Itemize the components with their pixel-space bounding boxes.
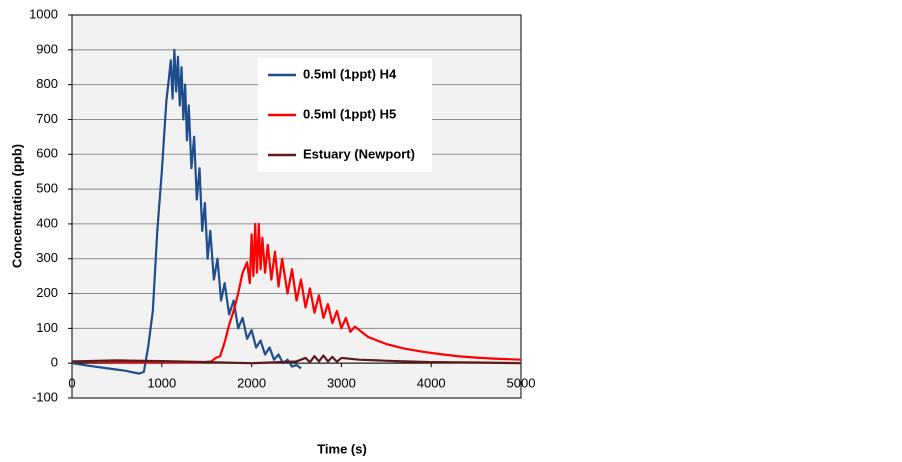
y-tick-label: 800 [36, 76, 58, 91]
series-line [71, 354, 522, 365]
y-tick-label: 1000 [29, 6, 58, 21]
series-line [71, 222, 522, 364]
x-tick-label: 5000 [507, 376, 536, 391]
y-tick-label: 400 [36, 215, 58, 230]
y-tick-label: 300 [36, 250, 58, 265]
y-tick-label: 600 [36, 146, 58, 161]
y-tick-label: 200 [36, 285, 58, 300]
x-tick-label: 0 [68, 376, 75, 391]
x-tick-label: 4000 [417, 376, 446, 391]
x-tick-label: 2000 [237, 376, 266, 391]
y-tick-label: 700 [36, 111, 58, 126]
x-axis-label: Time (s) [317, 441, 367, 456]
legend-label: 0.5ml (1ppt) H4 [303, 66, 397, 81]
x-tick-label: 3000 [327, 376, 356, 391]
y-tick-label: -100 [32, 389, 58, 404]
y-tick-label: 0 [51, 355, 58, 370]
plot-border [71, 14, 522, 399]
y-tick-label: 100 [36, 320, 58, 335]
series-line [71, 48, 302, 375]
y-axis-label: Concentration (ppb) [9, 144, 24, 268]
legend-label: Estuary (Newport) [303, 146, 415, 161]
legend-label: 0.5ml (1ppt) H5 [303, 106, 396, 121]
y-tick-label: 900 [36, 41, 58, 56]
x-tick-label: 1000 [147, 376, 176, 391]
y-tick-label: 500 [36, 181, 58, 196]
